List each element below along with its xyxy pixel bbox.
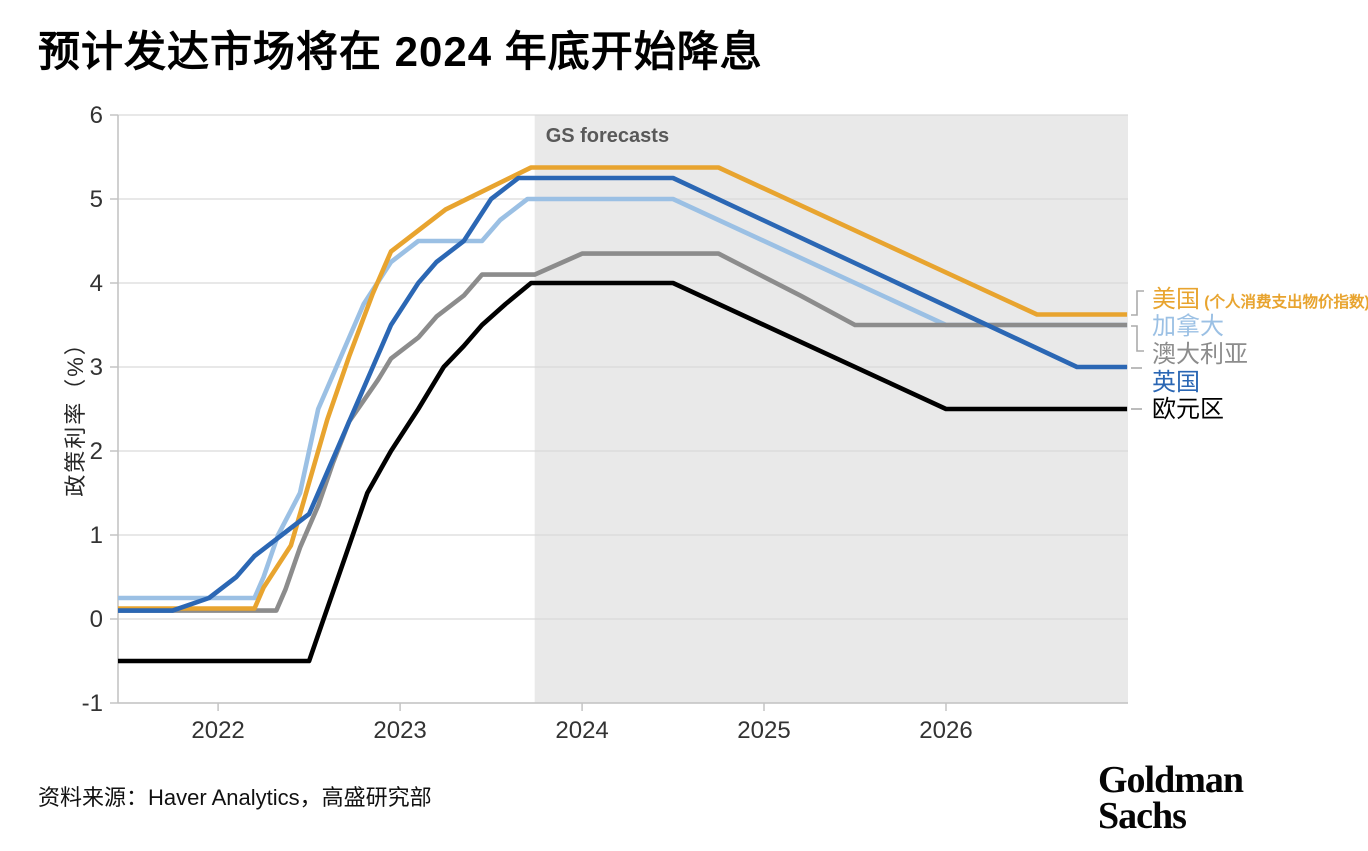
x-tick-label: 2026 xyxy=(919,717,972,744)
y-tick-label: 0 xyxy=(90,606,103,633)
x-tick-label: 2023 xyxy=(373,717,426,744)
y-tick-label: -1 xyxy=(82,690,103,717)
source-note: 资料来源：Haver Analytics，高盛研究部 xyxy=(38,785,432,810)
series-line-3 xyxy=(118,175,1128,613)
y-tick-label: 6 xyxy=(90,102,103,129)
x-tick-label: 2025 xyxy=(737,717,790,744)
y-tick-label: 5 xyxy=(90,186,103,213)
goldman-sachs-logo: Goldman Sachs xyxy=(1098,759,1244,837)
series-line-0 xyxy=(118,165,1128,611)
y-tick-label: 4 xyxy=(90,270,103,297)
forecast-label: GS forecasts xyxy=(546,125,669,147)
x-tick-label: 2022 xyxy=(191,717,244,744)
chart-title: 预计发达市场将在 2024 年底开始降息 xyxy=(38,28,763,75)
x-tick-label: 2024 xyxy=(555,717,608,744)
y-axis-label: 政策利率（%） xyxy=(63,331,88,497)
legend-connector-us xyxy=(1131,290,1144,316)
series-line-4 xyxy=(118,280,1128,664)
series-line-2 xyxy=(118,251,1128,613)
logo-line-2: Sachs xyxy=(1098,795,1187,837)
legend-connector-canada-australia xyxy=(1131,325,1144,352)
y-tick-label: 3 xyxy=(90,354,103,381)
logo-line-1: Goldman xyxy=(1098,759,1244,801)
y-tick-label: 1 xyxy=(90,522,103,549)
y-tick-label: 2 xyxy=(90,438,103,465)
